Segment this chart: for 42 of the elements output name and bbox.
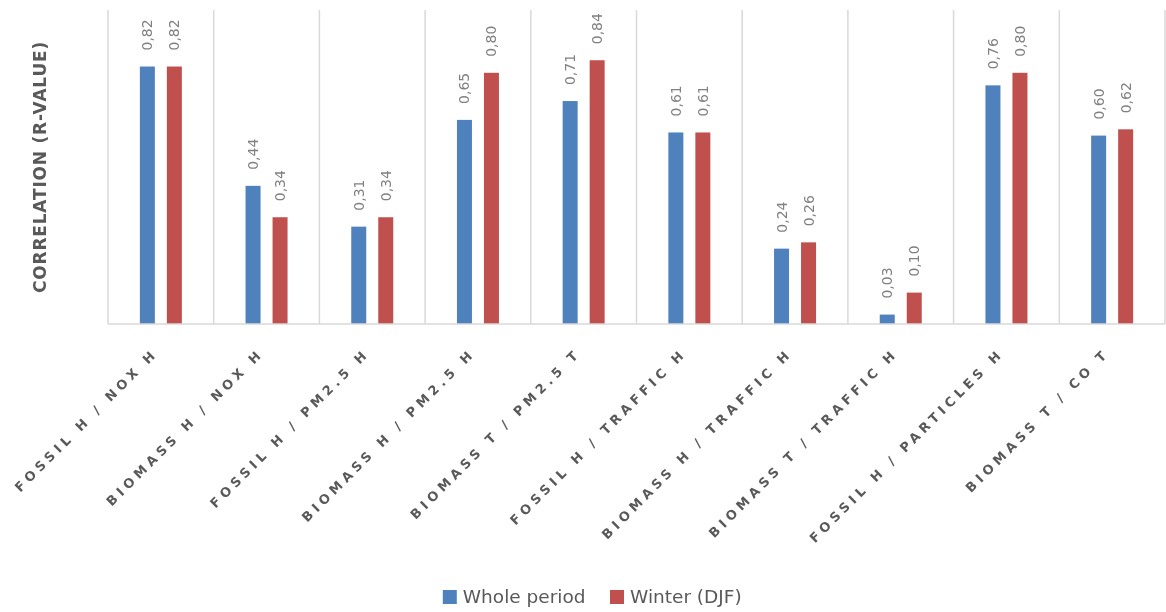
bar (272, 217, 288, 324)
data-label: 0,76 (984, 38, 1001, 70)
bar (906, 292, 922, 324)
data-label: 0,80 (1011, 25, 1028, 57)
bar (166, 66, 182, 324)
bar (378, 217, 394, 324)
data-label: 0,82 (166, 19, 183, 51)
bar (1012, 72, 1028, 324)
data-label: 0,34 (377, 169, 394, 202)
bar (245, 185, 261, 324)
data-label: 0,03 (879, 267, 896, 299)
data-label: 0,82 (139, 19, 156, 51)
data-label: 0,71 (562, 53, 579, 86)
bar (668, 132, 684, 324)
data-label: 0,10 (906, 245, 923, 277)
data-label: 0,24 (773, 201, 790, 233)
bar (589, 60, 605, 324)
bar (695, 132, 711, 324)
legend-label: Winter (DJF) (630, 586, 742, 607)
bar (456, 119, 472, 324)
data-label: 0,60 (1090, 88, 1107, 120)
bar (774, 248, 790, 324)
bar (562, 101, 578, 324)
bar (985, 85, 1001, 324)
bar (483, 72, 499, 324)
data-label: 0,84 (589, 12, 606, 45)
legend-label: Whole period (462, 586, 586, 607)
data-label: 0,34 (272, 169, 289, 202)
bar (801, 242, 817, 324)
bar (351, 226, 367, 324)
bar (1091, 135, 1107, 324)
y-axis-title: CORRELATION (R-VALUE) (30, 41, 50, 293)
data-label: 0,61 (667, 85, 684, 117)
data-label: 0,65 (456, 72, 473, 104)
data-label: 0,44 (245, 138, 262, 170)
data-label: 0,62 (1117, 82, 1134, 114)
data-label: 0,31 (350, 179, 367, 211)
data-label: 0,61 (694, 85, 711, 117)
bar (1118, 129, 1134, 324)
data-label: 0,26 (800, 195, 817, 227)
bar (139, 66, 155, 324)
data-label: 0,80 (483, 25, 500, 57)
